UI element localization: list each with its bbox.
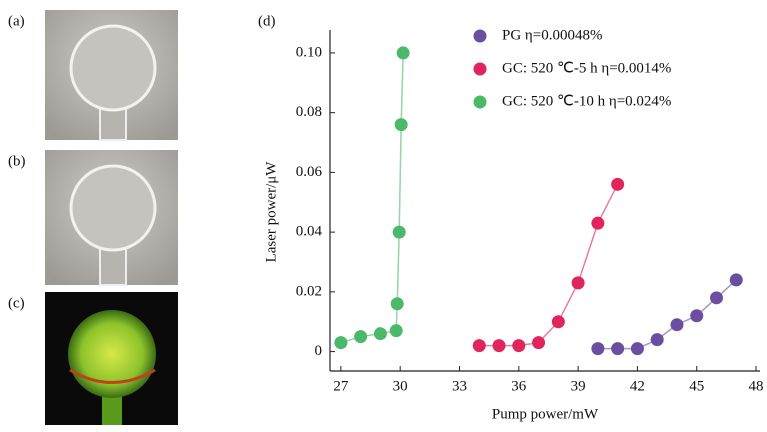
y-tick-label: 0.08 <box>296 104 322 120</box>
data-point <box>650 333 664 347</box>
series-line <box>597 279 737 350</box>
data-point <box>571 276 585 290</box>
data-point <box>690 309 704 323</box>
x-tick-label: 27 <box>333 378 349 394</box>
data-point <box>354 330 368 344</box>
data-point <box>670 318 684 332</box>
panel-label: (b) <box>8 153 26 169</box>
panel-label: (d) <box>258 13 276 29</box>
panel-label: (a) <box>8 13 25 29</box>
data-point <box>373 327 387 341</box>
x-tick-label: 30 <box>393 378 408 394</box>
x-tick-label: 33 <box>452 378 467 394</box>
legend-marker <box>473 29 487 43</box>
data-point <box>392 225 406 239</box>
data-point <box>389 324 403 338</box>
photo-b <box>45 150 178 286</box>
y-tick-label: 0.06 <box>296 164 323 180</box>
x-axis-label: Pump power/mW <box>492 406 599 422</box>
panel-label: (c) <box>8 295 25 311</box>
data-point <box>512 339 526 353</box>
data-point <box>390 297 404 311</box>
y-tick-label: 0.02 <box>296 283 322 299</box>
x-tick-label: 48 <box>749 378 764 394</box>
data-point <box>591 342 605 356</box>
data-point <box>532 336 546 350</box>
data-point <box>729 273 743 287</box>
data-point <box>472 339 486 353</box>
legend-marker <box>473 95 487 109</box>
data-point <box>334 336 348 350</box>
data-point <box>591 216 605 230</box>
data-point <box>394 118 408 132</box>
x-tick-label: 45 <box>689 378 704 394</box>
photo-a <box>45 10 178 141</box>
y-tick-label: 0 <box>315 343 323 359</box>
data-point <box>396 46 410 60</box>
legend-marker <box>473 62 487 76</box>
x-tick-label: 42 <box>630 378 645 394</box>
x-tick-label: 39 <box>571 378 586 394</box>
data-point <box>710 291 724 305</box>
legend-label: GC: 520 ℃-5 h η=0.0014% <box>502 60 671 76</box>
legend-label: GC: 520 ℃-10 h η=0.024% <box>502 93 671 109</box>
y-tick-label: 0.10 <box>296 44 322 60</box>
y-axis-label: Laser power/μW <box>263 161 279 263</box>
data-point <box>611 177 625 191</box>
data-point <box>551 315 565 329</box>
data-point <box>492 339 506 353</box>
data-point <box>611 342 625 356</box>
photo-c <box>45 292 178 425</box>
x-tick-label: 36 <box>511 378 527 394</box>
y-tick-label: 0.04 <box>296 224 323 240</box>
series-line <box>479 184 619 347</box>
legend-label: PG η=0.00048% <box>502 27 602 43</box>
data-point <box>630 342 644 356</box>
